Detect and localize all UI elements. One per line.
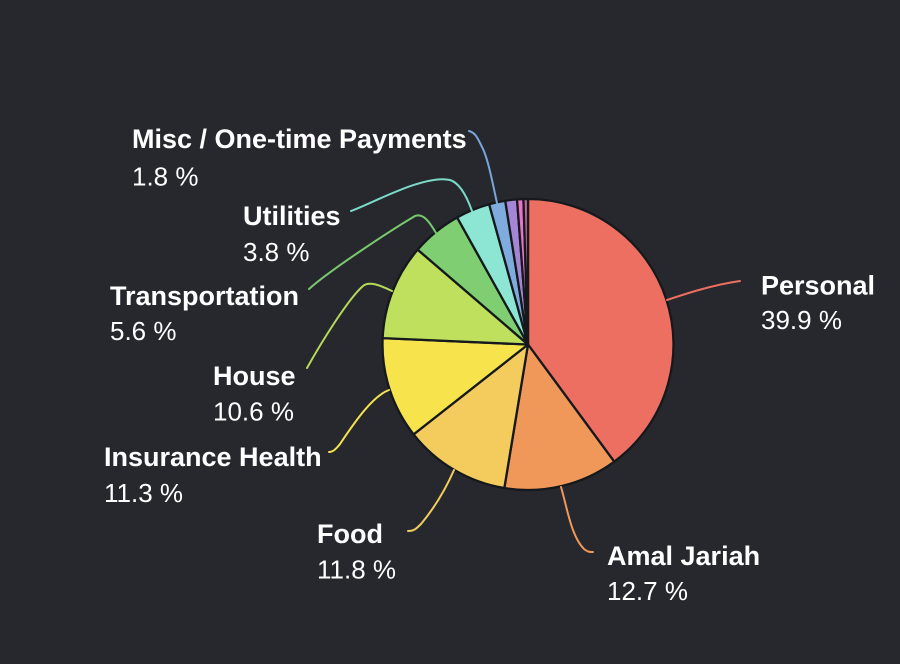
svg-text:Food: Food xyxy=(317,519,383,549)
svg-text:11.8 %: 11.8 % xyxy=(317,555,396,585)
svg-text:Utilities: Utilities xyxy=(243,201,341,231)
svg-text:10.6 %: 10.6 % xyxy=(213,397,294,427)
svg-text:5.6 %: 5.6 % xyxy=(110,316,177,346)
svg-text:12.7 %: 12.7 % xyxy=(607,576,688,606)
svg-text:3.8 %: 3.8 % xyxy=(243,237,310,267)
svg-text:Misc / One-time Payments: Misc / One-time Payments xyxy=(132,124,467,154)
svg-text:Insurance Health: Insurance Health xyxy=(104,442,322,472)
svg-text:11.3 %: 11.3 % xyxy=(104,478,183,508)
svg-text:1.8 %: 1.8 % xyxy=(132,162,199,192)
svg-text:House: House xyxy=(213,361,296,391)
svg-text:Transportation: Transportation xyxy=(110,281,299,311)
svg-text:39.9 %: 39.9 % xyxy=(761,305,842,335)
svg-text:Personal: Personal xyxy=(761,271,875,301)
svg-text:Amal Jariah: Amal Jariah xyxy=(607,541,760,571)
